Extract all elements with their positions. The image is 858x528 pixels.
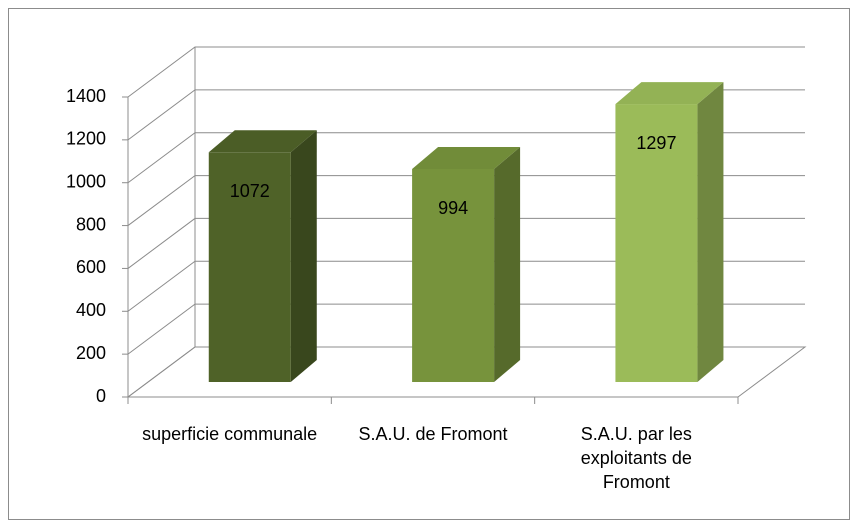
y-tick-label: 200 xyxy=(76,343,106,363)
data-label: 1297 xyxy=(636,133,676,153)
y-tick-label: 1400 xyxy=(66,86,106,106)
y-tick-label: 1200 xyxy=(66,129,106,149)
grid-line xyxy=(127,132,805,184)
bar-top xyxy=(615,82,724,105)
x-tick-label: superficie communale xyxy=(142,424,318,444)
grid-line xyxy=(127,175,805,226)
y-tick-label: 0 xyxy=(96,386,106,406)
y-tick-label: 1000 xyxy=(66,171,106,191)
x-tick-label: S.A.U. par les exploitants de Fromont xyxy=(580,424,692,492)
bar-top xyxy=(412,147,521,169)
y-tick-label: 800 xyxy=(76,214,106,234)
grid-line xyxy=(127,89,805,141)
bar-side xyxy=(290,130,317,382)
grid-line xyxy=(127,46,805,98)
bar-side xyxy=(494,147,521,382)
x-tick-label: S.A.U. de Fromont xyxy=(358,424,508,444)
grid-line xyxy=(127,260,805,312)
bar-top xyxy=(208,130,317,153)
grid-line xyxy=(127,217,805,269)
bar xyxy=(615,104,698,383)
bar xyxy=(412,169,495,382)
grid-line xyxy=(127,303,805,355)
data-label: 994 xyxy=(438,198,468,218)
y-tick-label: 400 xyxy=(76,300,106,320)
bar-side xyxy=(697,82,724,383)
y-tick-label: 600 xyxy=(76,257,106,277)
bar xyxy=(208,152,291,382)
grid-line xyxy=(127,346,805,398)
data-label: 1072 xyxy=(230,181,270,201)
